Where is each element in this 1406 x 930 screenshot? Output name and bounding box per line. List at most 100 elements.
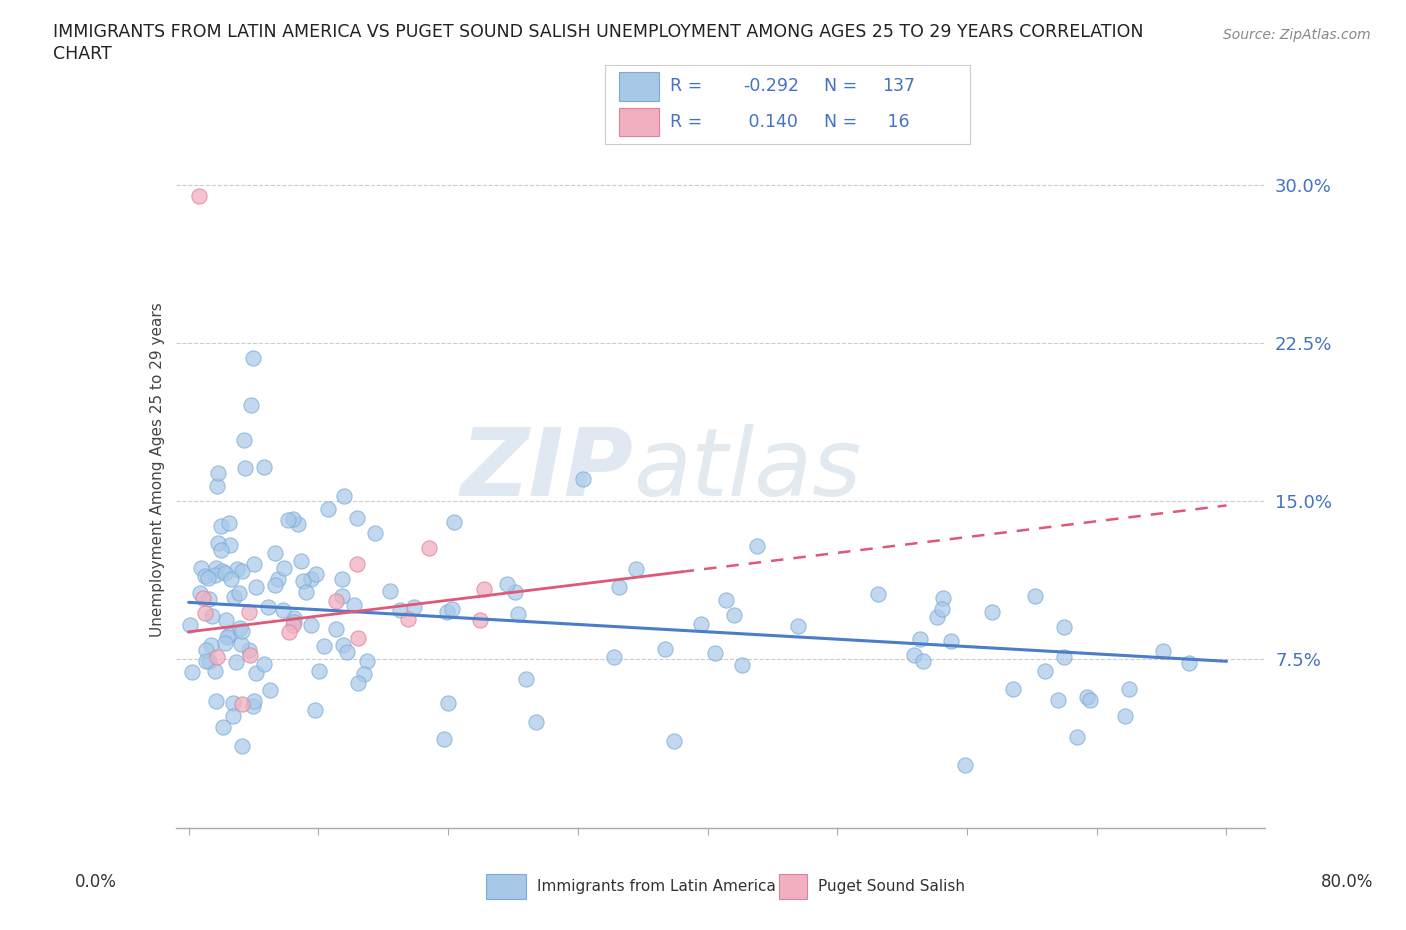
Text: atlas: atlas — [633, 424, 862, 515]
Point — [267, 571, 290, 586]
Point — [745, 538, 768, 553]
Point — [205, 649, 228, 664]
Point — [787, 618, 810, 633]
Point — [470, 613, 492, 628]
Point — [603, 649, 626, 664]
Point — [179, 618, 201, 632]
Point — [356, 654, 378, 669]
Point — [343, 598, 366, 613]
Point — [253, 459, 276, 474]
Point — [347, 675, 370, 690]
Point — [325, 593, 347, 608]
Text: Immigrants from Latin America: Immigrants from Latin America — [537, 879, 776, 894]
Point — [233, 432, 256, 447]
Point — [714, 592, 737, 607]
Point — [980, 604, 1002, 619]
FancyBboxPatch shape — [486, 874, 526, 898]
Point — [664, 733, 686, 748]
Point — [211, 519, 233, 534]
Text: 137: 137 — [883, 77, 915, 96]
Point — [336, 644, 359, 659]
Point — [305, 566, 328, 581]
Point — [571, 472, 593, 486]
Point — [1033, 664, 1056, 679]
Point — [932, 591, 955, 605]
Point — [190, 561, 212, 576]
Point — [257, 600, 280, 615]
Point — [515, 672, 537, 687]
Point — [506, 607, 529, 622]
Point — [931, 602, 953, 617]
Point — [228, 586, 250, 601]
Point — [222, 590, 245, 604]
Point — [283, 615, 305, 630]
Point — [209, 543, 232, 558]
Point — [903, 647, 925, 662]
Point — [346, 511, 368, 525]
Point — [378, 584, 401, 599]
Point — [231, 564, 253, 578]
Point — [273, 561, 295, 576]
Point — [703, 645, 725, 660]
FancyBboxPatch shape — [619, 108, 659, 137]
Point — [1001, 681, 1024, 696]
Point — [253, 657, 276, 671]
Point — [231, 738, 253, 753]
Text: -0.292: -0.292 — [744, 77, 800, 96]
Point — [278, 625, 301, 640]
Point — [389, 603, 412, 618]
Point — [205, 693, 228, 708]
Point — [1152, 644, 1174, 658]
Point — [314, 638, 336, 653]
Point — [441, 602, 464, 617]
Point — [723, 608, 745, 623]
Point — [264, 546, 287, 561]
Text: 0.0%: 0.0% — [75, 872, 117, 891]
Point — [332, 489, 354, 504]
Point — [211, 563, 233, 578]
Point — [242, 351, 264, 365]
Point — [197, 570, 219, 585]
Point — [1046, 693, 1069, 708]
Point — [1118, 681, 1140, 696]
Point — [283, 618, 305, 632]
Text: 80.0%: 80.0% — [1320, 872, 1374, 891]
Point — [263, 578, 285, 593]
Point — [472, 582, 495, 597]
Point — [200, 638, 222, 653]
Point — [214, 566, 236, 581]
Text: R =: R = — [671, 113, 709, 131]
Point — [242, 557, 264, 572]
Point — [214, 635, 236, 650]
Point — [330, 589, 353, 604]
Text: R =: R = — [671, 77, 709, 96]
Point — [217, 630, 239, 644]
Point — [197, 654, 219, 669]
Point — [201, 608, 224, 623]
Point — [524, 714, 547, 729]
Point — [239, 647, 262, 662]
Point — [291, 574, 314, 589]
Point — [205, 561, 228, 576]
Point — [245, 666, 267, 681]
Point — [443, 514, 465, 529]
Point — [194, 642, 217, 657]
Point — [304, 702, 326, 717]
Point — [225, 655, 247, 670]
Point — [654, 641, 676, 656]
Point — [290, 553, 312, 568]
Point — [690, 617, 713, 631]
Point — [245, 580, 267, 595]
Point — [231, 636, 253, 651]
Point — [281, 512, 304, 526]
Point — [731, 658, 754, 673]
Point — [346, 557, 368, 572]
Point — [238, 604, 260, 619]
Point — [218, 516, 240, 531]
Point — [198, 591, 221, 606]
Point — [233, 460, 256, 475]
Point — [231, 697, 253, 711]
Point — [299, 572, 322, 587]
Point — [212, 720, 235, 735]
Point — [207, 466, 229, 481]
